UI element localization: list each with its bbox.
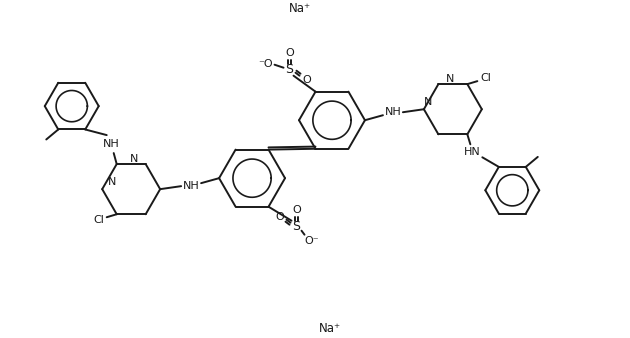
Text: NH: NH xyxy=(183,181,200,191)
Text: Na⁺: Na⁺ xyxy=(319,321,341,335)
Text: N: N xyxy=(130,154,139,164)
Text: HN: HN xyxy=(464,147,481,157)
Text: O: O xyxy=(275,212,284,222)
Text: NH: NH xyxy=(384,107,401,117)
Text: ⁻O: ⁻O xyxy=(258,59,273,69)
Text: O: O xyxy=(285,48,294,58)
Text: N: N xyxy=(424,97,432,107)
Text: N: N xyxy=(445,74,454,84)
Text: Na⁺: Na⁺ xyxy=(289,2,311,15)
Text: O: O xyxy=(302,75,311,85)
Text: O⁻: O⁻ xyxy=(304,236,319,246)
Text: N: N xyxy=(108,176,117,187)
Text: Cl: Cl xyxy=(480,73,491,83)
Text: O: O xyxy=(292,205,301,215)
Text: Cl: Cl xyxy=(93,215,104,225)
Text: NH: NH xyxy=(103,139,120,149)
Text: S: S xyxy=(292,220,301,233)
Text: S: S xyxy=(285,63,294,76)
